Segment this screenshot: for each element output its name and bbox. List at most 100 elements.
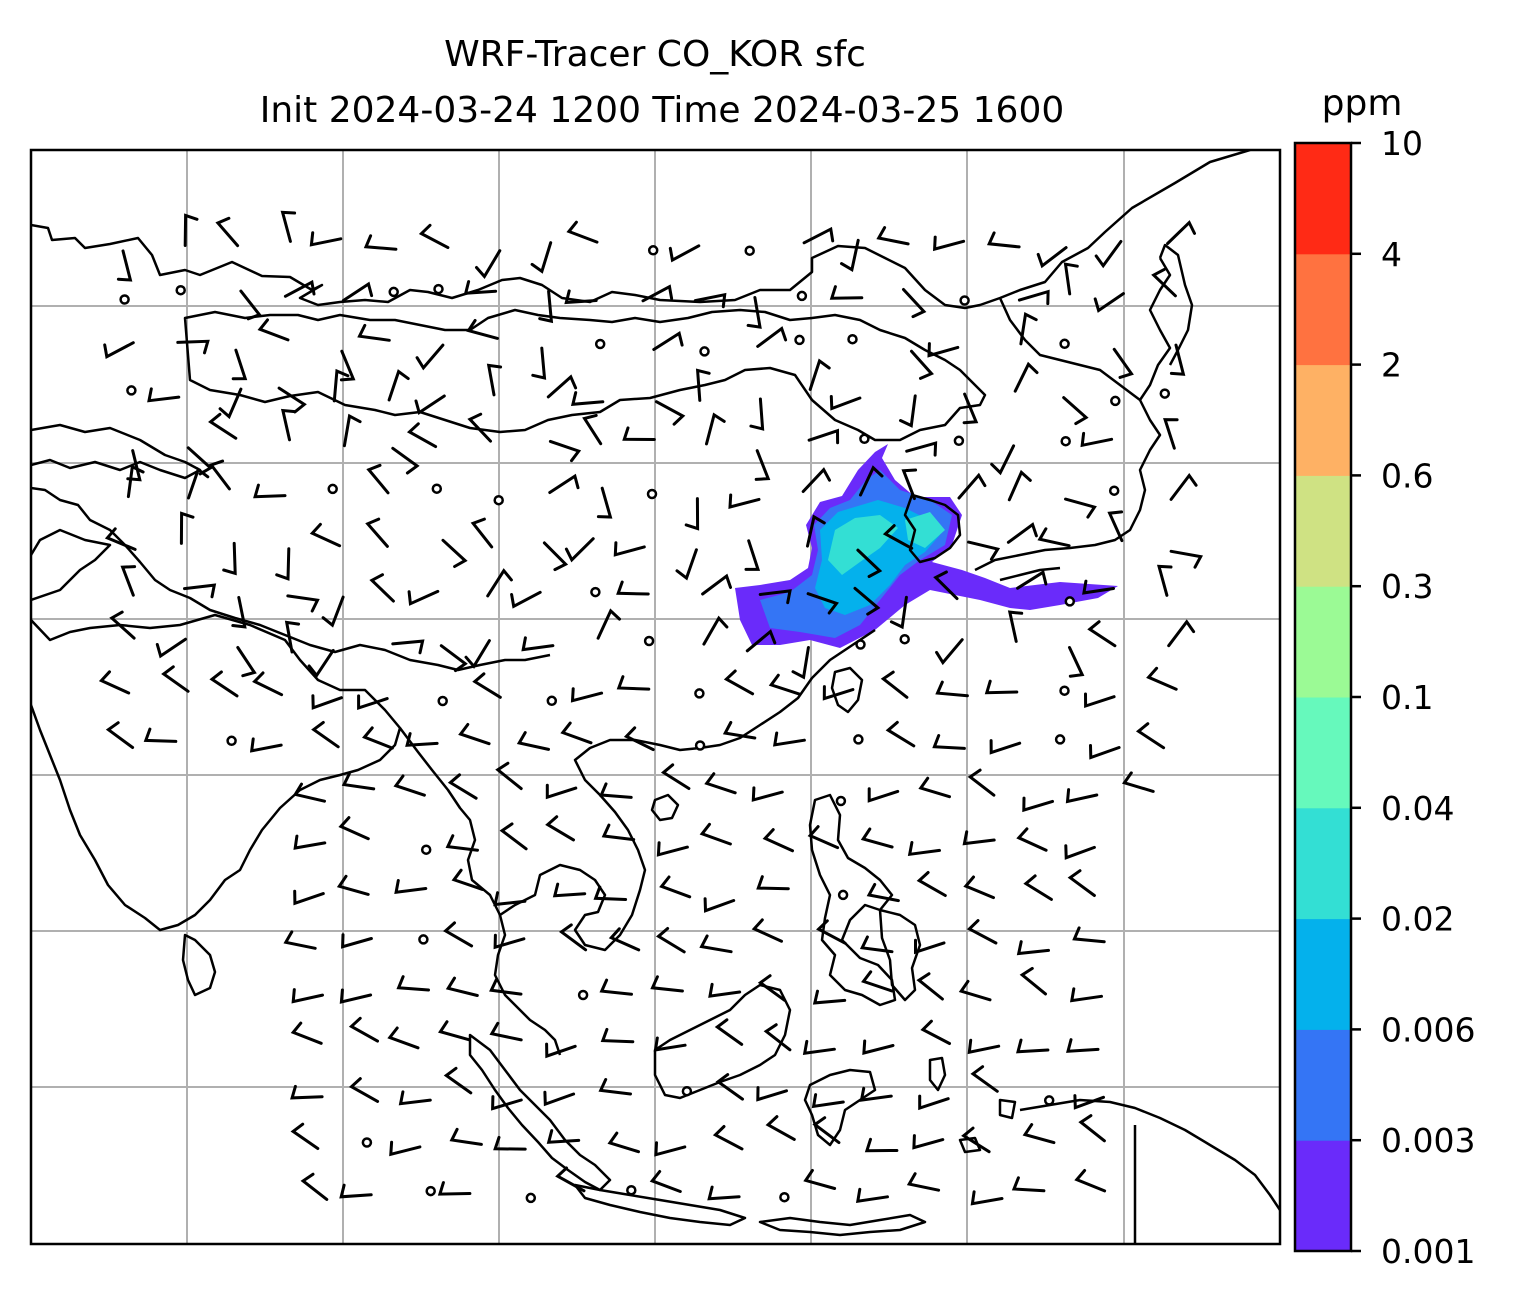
calm-marker — [626, 1184, 637, 1196]
wind-barb — [545, 1042, 577, 1059]
plume-layer-4 — [828, 512, 945, 575]
wind-barb — [768, 673, 802, 696]
wind-barb — [493, 933, 526, 950]
wind-barb — [1082, 579, 1115, 595]
wind-barb — [712, 1125, 744, 1151]
wind-barb — [366, 463, 390, 495]
wind-barb — [1151, 267, 1177, 298]
wind-barb — [801, 467, 831, 493]
calm-marker — [796, 290, 808, 302]
wind-barb — [126, 464, 145, 499]
coast-northeast-china — [998, 297, 1141, 401]
calm-marker — [647, 245, 659, 256]
wind-barb — [649, 1170, 682, 1193]
calm-marker — [437, 695, 448, 707]
wind-barb — [291, 988, 324, 1004]
wind-barb — [652, 331, 684, 351]
wind-barb — [935, 638, 964, 666]
wind-barb — [763, 1023, 792, 1052]
wind-barb — [641, 284, 674, 303]
calm-marker — [853, 734, 864, 745]
colorbar-tick-label-1: 0.001 — [1381, 1232, 1475, 1271]
wind-barb — [339, 1183, 373, 1199]
wind-barb — [1065, 788, 1099, 804]
wind-barb — [209, 670, 239, 698]
colorbar-tick-label-7: 0.3 — [1381, 567, 1433, 606]
wind-barb — [1069, 987, 1103, 1003]
calm-marker — [418, 934, 429, 945]
calm-marker — [175, 284, 186, 296]
wind-barb — [463, 280, 498, 295]
wind-barb — [393, 774, 426, 797]
wind-barb — [906, 1172, 941, 1192]
calm-marker — [1059, 338, 1070, 350]
wind-barb — [548, 473, 580, 494]
wind-barb — [415, 343, 445, 371]
wind-barb — [693, 292, 727, 309]
wind-barb — [231, 596, 247, 629]
colorbar-segment-8 — [1295, 364, 1351, 476]
wind-barb — [812, 1116, 841, 1145]
wind-barb — [905, 441, 938, 457]
calm-marker — [327, 483, 338, 495]
wind-barb — [555, 1166, 586, 1193]
wind-barb — [405, 732, 439, 747]
coast-sulawesi — [803, 1068, 877, 1147]
wind-barb — [957, 472, 987, 500]
wind-barb — [853, 586, 881, 616]
wind-barb — [491, 1095, 523, 1111]
wind-barb — [341, 281, 374, 302]
wind-barb — [161, 665, 190, 693]
wind-barb — [757, 974, 787, 1002]
wind-barb — [885, 720, 916, 748]
wind-barb — [486, 363, 503, 397]
wind-barb — [902, 288, 927, 319]
wind-barb — [907, 841, 941, 857]
wind-barb — [1007, 610, 1024, 643]
wind-barb — [493, 891, 527, 907]
wind-barb — [708, 982, 742, 998]
wind-barb — [659, 875, 692, 899]
coast-china-north — [183, 308, 987, 442]
wind-barb — [918, 1094, 950, 1111]
wind-barb — [249, 737, 283, 753]
wind-barb — [1074, 1169, 1107, 1193]
wind-barb — [1068, 646, 1085, 678]
wind-barb — [521, 636, 555, 652]
wind-barb — [1093, 292, 1125, 313]
wind-barb — [756, 1086, 788, 1102]
wind-barb — [499, 822, 528, 851]
wind-barb — [552, 882, 587, 898]
wind-barb — [109, 610, 136, 640]
wind-barb — [1011, 1176, 1046, 1193]
wind-barb — [703, 897, 736, 913]
wind-barb — [1064, 844, 1096, 860]
colorbar-segments — [1295, 143, 1351, 1252]
wind-barb — [284, 620, 301, 654]
wind-barb — [705, 412, 726, 446]
wind-barb — [332, 368, 350, 403]
wind-barb — [914, 938, 946, 955]
wind-barb — [1062, 396, 1089, 426]
wind-barb — [967, 540, 1001, 561]
calm-marker — [119, 294, 130, 305]
calm-marker — [1054, 734, 1066, 745]
wind-barb — [916, 871, 947, 897]
wind-barb — [829, 395, 862, 411]
wind-barb — [1169, 472, 1198, 501]
wind-barb — [745, 629, 777, 653]
wind-barb — [542, 541, 569, 572]
wind-barb — [493, 1135, 527, 1151]
colorbar-tick-label-10: 4 — [1381, 235, 1402, 274]
wind-barb — [363, 234, 398, 251]
map-panel — [29, 148, 1282, 1246]
wind-barb — [668, 244, 701, 263]
wind-barb — [749, 397, 765, 431]
wind-barb — [701, 573, 732, 596]
calm-marker — [643, 635, 655, 647]
coast-java — [573, 1183, 747, 1227]
calm-marker — [835, 795, 847, 807]
wind-barb — [143, 727, 178, 743]
wind-barb — [744, 539, 761, 571]
wind-barb — [623, 726, 655, 752]
